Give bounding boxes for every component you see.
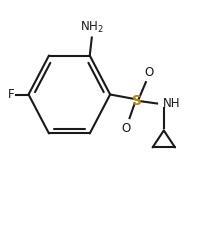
Text: NH: NH (163, 97, 181, 110)
Text: O: O (122, 122, 131, 135)
Text: O: O (144, 66, 154, 79)
Text: F: F (8, 88, 14, 101)
Text: NH$_2$: NH$_2$ (80, 20, 104, 35)
Text: S: S (132, 94, 142, 108)
